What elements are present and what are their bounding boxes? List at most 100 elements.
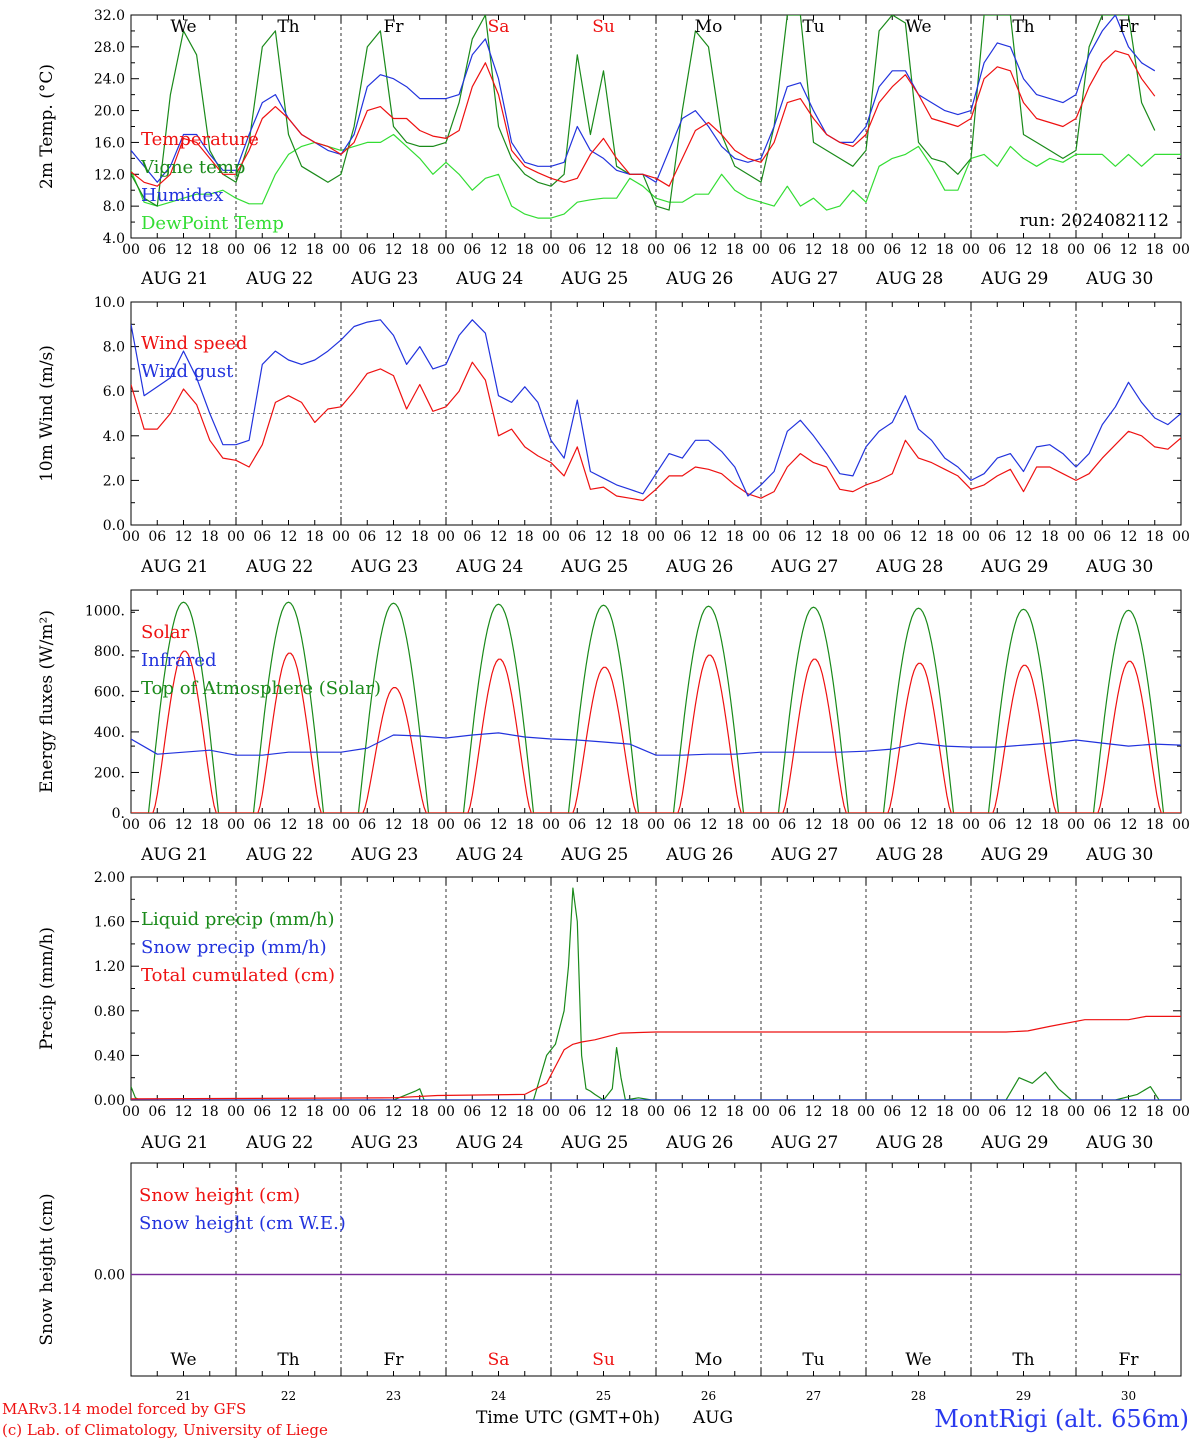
hour-label: 18 (411, 529, 429, 545)
date-label: AUG 27 (770, 557, 838, 577)
series-group (131, 601, 1181, 813)
station-name: MontRigi (alt. 656m) (934, 1405, 1189, 1433)
y-tick-label: 0.00 (94, 1268, 125, 1284)
month-label: AUG (692, 1408, 733, 1428)
y-tick-label: 1000. (85, 603, 125, 619)
hour-label: 00 (752, 1104, 770, 1120)
hour-label: 12 (490, 1104, 508, 1120)
date-label: AUG 27 (770, 269, 838, 289)
legend-entry: Snow precip (mm/h) (141, 937, 327, 958)
hour-label: 18 (831, 1104, 849, 1120)
day-number-label: 24 (491, 1389, 507, 1403)
y-tick-label: 10.0 (94, 295, 125, 311)
hour-label: 18 (411, 1104, 429, 1120)
hour-label: 12 (1120, 817, 1138, 833)
hour-label: 12 (910, 242, 928, 258)
hour-label: 06 (253, 242, 271, 258)
hour-label: 00 (332, 817, 350, 833)
y-tick-label: 200. (94, 765, 125, 781)
hour-label: 18 (1041, 1104, 1059, 1120)
hour-label: 00 (1067, 529, 1085, 545)
hour-label: 00 (1172, 529, 1190, 545)
hour-label: 00 (227, 1104, 245, 1120)
day-number-label: 27 (806, 1389, 821, 1403)
series-line-infrared (131, 732, 1181, 756)
series-line-wind-speed (131, 361, 1181, 502)
legend-entry: Temperature (141, 129, 259, 150)
hour-label: 12 (280, 242, 298, 258)
y-tick-label: 1.60 (94, 915, 125, 931)
hour-label: 00 (332, 1104, 350, 1120)
hour-label: 12 (175, 529, 193, 545)
y-tick-label: 1.20 (94, 959, 125, 975)
hour-label: 00 (857, 242, 875, 258)
hour-label: 06 (463, 1104, 481, 1120)
hour-label: 06 (673, 817, 691, 833)
weekday-label-bottom: Mo (695, 1350, 723, 1370)
y-tick-label: 0.80 (94, 1004, 125, 1020)
date-label: AUG 24 (455, 845, 523, 865)
hour-label: 00 (752, 242, 770, 258)
hour-label: 12 (1015, 1104, 1033, 1120)
weekday-label-top: We (905, 17, 931, 37)
date-label: AUG 26 (665, 269, 733, 289)
legend-entry: Wind gust (141, 361, 234, 382)
legend-entry: Snow height (cm W.E.) (139, 1213, 346, 1234)
hour-label: 00 (1067, 817, 1085, 833)
hour-label: 06 (988, 817, 1006, 833)
weekday-label-top: Su (592, 17, 615, 37)
weekday-label-bottom: Su (592, 1350, 615, 1370)
date-label: AUG 28 (875, 1133, 943, 1153)
hour-label: 06 (568, 529, 586, 545)
y-axis-label: Energy fluxes (W/m²) (37, 610, 57, 793)
y-tick-label: 0.40 (94, 1048, 125, 1064)
hour-label: 12 (910, 817, 928, 833)
hour-label: 18 (726, 1104, 744, 1120)
hour-label: 18 (621, 242, 639, 258)
date-label: AUG 29 (980, 1133, 1048, 1153)
series-group (131, 15, 1181, 219)
hour-label: 12 (490, 242, 508, 258)
date-label: AUG 26 (665, 557, 733, 577)
hour-label: 00 (857, 817, 875, 833)
legend-entry: Infrared (141, 650, 216, 671)
day-number-label: 25 (596, 1389, 611, 1403)
hour-label: 18 (411, 817, 429, 833)
hour-label: 18 (1146, 242, 1164, 258)
series-line-wind-gust (131, 319, 1181, 497)
hour-label: 06 (1093, 817, 1111, 833)
hour-label: 18 (1146, 529, 1164, 545)
hour-label: 00 (1067, 1104, 1085, 1120)
y-tick-label: 2.0 (103, 473, 125, 489)
hour-label: 18 (1146, 817, 1164, 833)
hour-label: 12 (700, 529, 718, 545)
day-number-label: 23 (386, 1389, 401, 1403)
legend-entry: Wind speed (141, 333, 247, 354)
hour-label: 06 (358, 529, 376, 545)
hour-label: 00 (1067, 242, 1085, 258)
hour-label: 18 (936, 242, 954, 258)
weekday-label-top: Th (1012, 17, 1034, 37)
panel-4: 0.00 0.40 0.80 1.20 1.60 2.00 Precip (mm/h) 00 0… (37, 870, 1190, 1153)
y-tick-label: 2.00 (94, 870, 125, 886)
hour-label: 12 (595, 1104, 613, 1120)
hour-label: 06 (148, 529, 166, 545)
hour-label: 06 (253, 529, 271, 545)
hour-label: 18 (306, 242, 324, 258)
date-label: AUG 24 (455, 1133, 523, 1153)
legend-entry: Snow height (cm) (139, 1185, 300, 1206)
hour-label: 18 (831, 817, 849, 833)
date-label: AUG 22 (245, 557, 313, 577)
hour-label: 00 (122, 242, 140, 258)
day-number-label: 22 (281, 1389, 296, 1403)
hour-label: 18 (201, 529, 219, 545)
hour-label: 18 (936, 1104, 954, 1120)
hour-label: 00 (647, 529, 665, 545)
date-label: AUG 29 (980, 557, 1048, 577)
hour-label: 00 (647, 817, 665, 833)
hour-label: 00 (437, 242, 455, 258)
hour-label: 12 (1120, 1104, 1138, 1120)
hour-label: 18 (621, 1104, 639, 1120)
series-line-dewpoint-temp (131, 133, 1181, 219)
hour-label: 18 (726, 242, 744, 258)
